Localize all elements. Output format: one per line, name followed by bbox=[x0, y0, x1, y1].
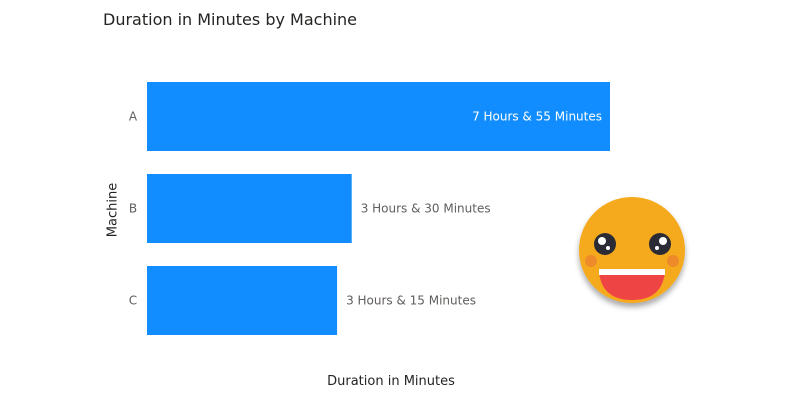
smiling-face-emoji-icon bbox=[579, 197, 685, 303]
data-label: 3 Hours & 30 Minutes bbox=[361, 202, 491, 216]
y-axis-title: Machine bbox=[105, 182, 121, 238]
bar-B[interactable] bbox=[147, 174, 352, 243]
y-tick-label: B bbox=[129, 202, 137, 216]
bar-C[interactable] bbox=[147, 266, 338, 335]
bar-A[interactable] bbox=[147, 82, 610, 151]
y-tick-label: C bbox=[129, 294, 137, 308]
chart-title: Duration in Minutes by Machine bbox=[103, 10, 358, 29]
data-label: 7 Hours & 55 Minutes bbox=[472, 110, 602, 124]
data-label: 3 Hours & 15 Minutes bbox=[346, 294, 476, 308]
y-tick-label: A bbox=[129, 110, 138, 124]
x-axis-title: Duration in Minutes bbox=[327, 374, 455, 389]
